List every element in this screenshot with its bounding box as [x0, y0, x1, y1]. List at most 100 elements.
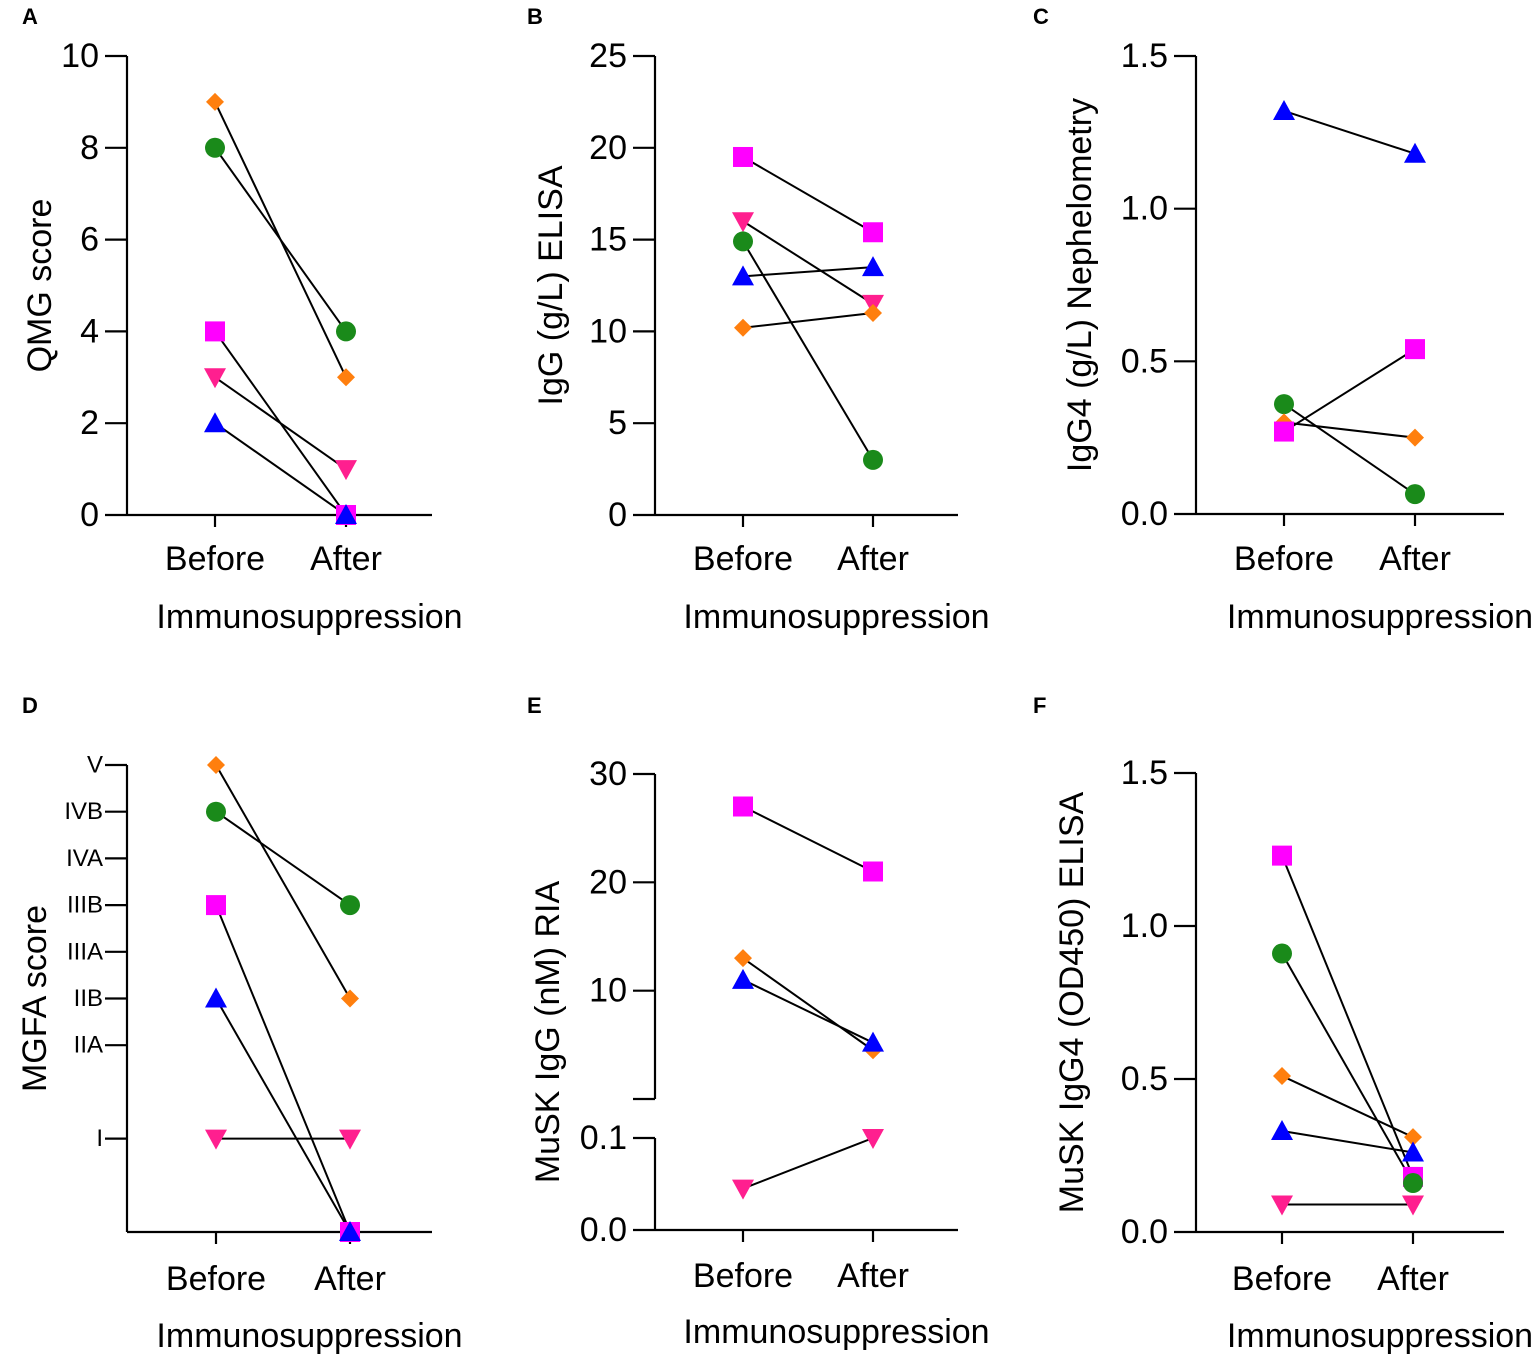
y-tick-label: IIA — [74, 1032, 103, 1059]
point-magenta-square-before — [1272, 845, 1292, 866]
x-category-label: After — [310, 540, 382, 578]
panel-a: A 0 2 4 6 8 10 Before After Immunosuppression QMG … — [21, 4, 463, 636]
x-category-label: Before — [165, 540, 265, 578]
point-green-circle-before — [206, 801, 226, 822]
series-line-blue-triangle-up — [1281, 1130, 1414, 1154]
y-axis-title: QMG score — [21, 199, 59, 373]
panel-b: B 0 5 10 15 20 25 Before After Immunosuppression I… — [527, 4, 990, 636]
point-green-circle-before — [1272, 943, 1292, 964]
y-tick-label: 25 — [589, 37, 627, 75]
point-pink-triangle-down-after — [1402, 1195, 1424, 1216]
series-line-orange-diamond — [742, 312, 874, 329]
series-line-green-circle — [1281, 953, 1414, 1184]
y-tick-label: 2 — [80, 404, 99, 442]
y-tick-label: 0.0 — [1121, 1213, 1168, 1251]
x-axis-title: Immunosuppression — [1227, 1317, 1533, 1355]
point-orange-diamond-before — [734, 949, 752, 968]
x-category-label: Before — [693, 1257, 793, 1295]
x-category-label: Before — [1232, 1260, 1332, 1298]
series-line-green-circle — [1283, 403, 1416, 495]
point-orange-diamond-before — [1273, 1066, 1291, 1085]
series-line-magenta-square — [742, 805, 874, 873]
panel-letter: D — [22, 693, 38, 718]
y-tick-label: 0.5 — [1121, 342, 1168, 380]
y-axis-title: MuSK IgG (nM) RIA — [529, 881, 567, 1184]
y-tick-label: 8 — [80, 129, 99, 167]
series-line-blue-triangle-up — [215, 998, 351, 1233]
y-tick-label: 20 — [589, 129, 627, 167]
point-pink-triangle-down-after — [339, 1129, 361, 1150]
point-pink-triangle-down-before — [732, 212, 754, 233]
point-blue-triangle-up-before — [205, 987, 227, 1008]
point-green-circle-after — [1403, 1173, 1423, 1194]
series-line-orange-diamond — [215, 764, 351, 999]
panel-letter: F — [1033, 693, 1046, 718]
panel-letter: B — [527, 4, 543, 29]
point-magenta-square-before — [205, 321, 225, 342]
point-blue-triangle-up-before — [1273, 99, 1295, 120]
x-category-label: After — [837, 1257, 909, 1295]
point-orange-diamond-before — [734, 318, 752, 337]
point-pink-triangle-down-before — [205, 1129, 227, 1150]
point-green-circle-after — [340, 895, 360, 916]
y-axis-title: IgG4 (g/L) Nephelometry — [1061, 98, 1099, 472]
point-pink-triangle-down-before — [204, 368, 226, 389]
y-tick-label: IIB — [74, 985, 103, 1012]
y-tick-label: 30 — [589, 755, 627, 793]
series-line-blue-triangle-up — [742, 266, 874, 278]
point-magenta-square-before — [1274, 421, 1294, 442]
point-blue-triangle-up-before — [204, 412, 226, 433]
point-orange-diamond-before — [206, 92, 224, 111]
point-magenta-square-before — [733, 146, 753, 167]
point-green-circle-before — [733, 231, 753, 252]
point-blue-triangle-up-after — [1404, 142, 1426, 163]
point-orange-diamond-after — [337, 368, 355, 387]
y-tick-label: 1.0 — [1121, 190, 1168, 228]
y-tick-label: V — [87, 752, 103, 779]
y-tick-label: 5 — [608, 404, 627, 442]
y-tick-label: 6 — [80, 221, 99, 259]
x-category-label: Before — [693, 540, 793, 578]
series-line-magenta-square — [742, 156, 874, 234]
y-tick-label: IIIB — [67, 892, 103, 919]
series-line-magenta-square — [215, 904, 351, 1233]
y-tick-label: 20 — [589, 863, 627, 901]
y-axis-title: MuSK IgG4 (OD450) ELISA — [1053, 791, 1091, 1213]
x-axis-title: Immunosuppression — [683, 1313, 989, 1351]
y-tick-label: 10 — [61, 37, 99, 75]
y-tick-label: 0.0 — [1121, 495, 1168, 533]
point-green-circle-before — [1274, 394, 1294, 415]
point-pink-triangle-down-before — [1271, 1195, 1293, 1216]
point-magenta-square-before — [733, 796, 753, 817]
y-tick-label: 15 — [589, 221, 627, 259]
x-axis-title: Immunosuppression — [156, 1317, 462, 1355]
series-line-blue-triangle-up — [214, 422, 347, 516]
y-tick-label: 0.1 — [580, 1119, 627, 1157]
x-category-label: After — [314, 1260, 386, 1298]
point-blue-triangle-up-after — [862, 1031, 884, 1052]
point-pink-triangle-down-after — [335, 460, 357, 481]
series-line-blue-triangle-up — [1283, 110, 1416, 155]
point-pink-triangle-down-before — [732, 1179, 754, 1200]
y-tick-label: 0.0 — [580, 1211, 627, 1249]
point-magenta-square-before — [206, 895, 226, 916]
point-pink-triangle-down-after — [862, 1129, 884, 1149]
point-orange-diamond-after — [1404, 1128, 1422, 1147]
series-line-pink-triangle-down — [742, 1137, 874, 1190]
point-blue-triangle-up-before — [732, 265, 754, 286]
point-blue-triangle-up-after — [1402, 1141, 1424, 1162]
series-line-magenta-square — [1281, 855, 1414, 1178]
y-tick-label: IVB — [64, 798, 103, 825]
series-line-pink-triangle-down — [214, 376, 347, 470]
point-blue-triangle-up-after — [335, 504, 357, 524]
point-blue-triangle-up-before — [732, 968, 754, 989]
panel-letter: C — [1033, 4, 1049, 29]
point-orange-diamond-after — [864, 304, 882, 323]
y-tick-label: 1.5 — [1121, 754, 1168, 792]
x-category-label: After — [1379, 540, 1451, 578]
y-tick-label: IVA — [66, 845, 103, 872]
y-tick-label: 0 — [80, 496, 99, 534]
series-line-green-circle — [742, 240, 874, 461]
